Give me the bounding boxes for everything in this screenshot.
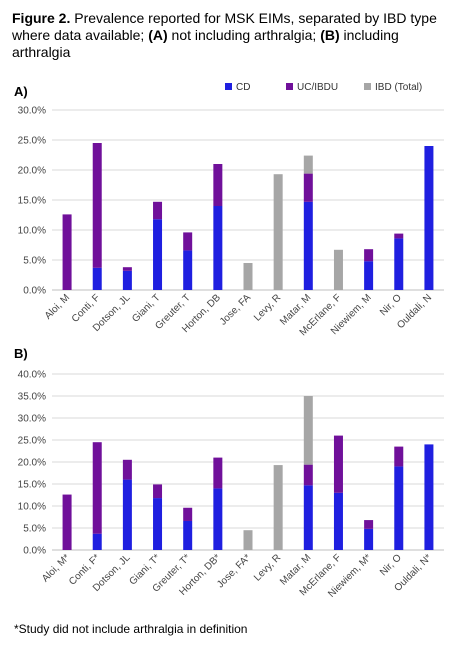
bar-b [213,488,223,550]
panel-label-b: B) [14,346,28,361]
y-tick-label-a: 30.0% [18,106,46,117]
bar-b [92,442,102,534]
legend-label: UC/IBDU [297,82,338,93]
bar-a [364,261,374,290]
y-tick-label-b: 40.0% [18,370,46,381]
bar-b [394,466,404,550]
legend-swatch [364,83,371,90]
bar-b [303,396,313,465]
bar-b [122,459,132,480]
y-tick-label-b: 0.0% [23,546,46,557]
bar-a [122,270,132,290]
y-tick-label-b: 5.0% [23,524,46,535]
bar-a [273,174,283,290]
caption-text-1: Prevalence reported for MSK EIMs, separa… [12,10,437,43]
footnote: *Study did not include arthralgia in def… [14,622,248,636]
bar-b [303,464,313,486]
bar-b [333,492,343,550]
legend-swatch [225,83,232,90]
bar-b [364,520,374,529]
bar-b [92,533,102,550]
y-tick-label-a: 20.0% [18,166,46,177]
legend-label: CD [236,82,250,93]
bar-a [153,219,163,290]
y-tick-label-b: 10.0% [18,502,46,513]
figure-caption: Figure 2. Prevalence reported for MSK EI… [12,10,452,61]
bar-a [394,233,404,239]
panel-label-a: A) [14,84,28,99]
legend-swatch [286,83,293,90]
bar-a [364,249,374,262]
x-tick-label-a: Nir, O [378,292,404,318]
bar-a [92,267,102,290]
x-tick-label-a: Jose, FA [218,292,254,328]
bar-a [243,263,253,290]
bar-b [364,528,374,550]
bar-a [213,206,223,290]
bar-a [333,249,343,290]
y-tick-label-b: 25.0% [18,436,46,447]
bar-b [394,446,404,467]
x-tick-label-a: Aloi, M [43,292,72,321]
bar-a [303,155,313,174]
bar-b [273,465,283,550]
figure-label: Figure 2. [12,10,71,26]
bar-a [183,232,193,251]
bar-b [62,494,72,550]
bar-a [303,201,313,290]
y-tick-label-a: 15.0% [18,196,46,207]
bar-b [424,444,434,550]
y-tick-label-b: 15.0% [18,480,46,491]
bar-b [213,457,223,489]
caption-a-label: (A) [148,27,168,43]
y-tick-label-a: 25.0% [18,136,46,147]
legend-label: IBD (Total) [375,82,422,93]
bar-a [213,164,223,206]
bar-a [153,201,163,220]
caption-b-label: (B) [320,27,340,43]
y-tick-label-b: 35.0% [18,392,46,403]
y-tick-label-a: 0.0% [23,286,46,297]
bar-a [62,214,72,290]
y-tick-label-b: 30.0% [18,414,46,425]
caption-text-3: including arthralgia [12,27,399,60]
bar-b [122,479,132,550]
bar-b [183,520,193,550]
bar-b [153,498,163,550]
bar-a [92,143,102,268]
bar-b [303,485,313,550]
bar-b [243,530,253,550]
bar-a [394,238,404,290]
bar-a [424,146,434,290]
caption-text-2: not including arthralgia; [167,27,321,43]
bar-a [122,267,132,271]
y-tick-label-a: 10.0% [18,226,46,237]
x-tick-label-b: Nir, O [378,552,404,578]
bar-b [153,484,163,499]
y-tick-label-b: 20.0% [18,458,46,469]
bar-b [183,507,193,521]
bar-a [303,173,313,202]
bar-a [183,250,193,290]
y-tick-label-a: 5.0% [23,256,46,267]
bar-b [333,435,343,493]
